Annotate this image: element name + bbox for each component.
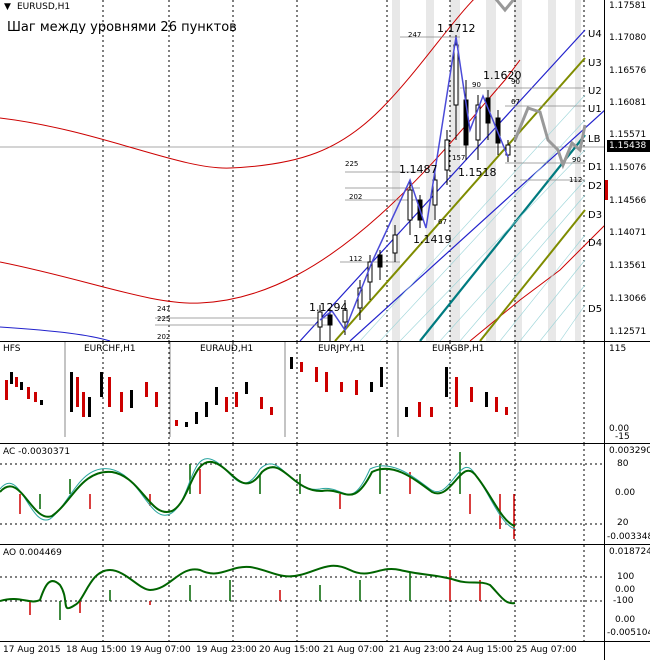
price-tick: 1.15076 bbox=[609, 163, 647, 173]
label-peak-high: 1.1712 bbox=[437, 22, 476, 35]
num-112-left: 112 bbox=[349, 255, 363, 263]
num-67-right: 67 bbox=[511, 98, 520, 106]
mini-charts-panel[interactable]: HFS EURCHF,H1 EURAUD,H1 EURJPY,H1 EURGBP… bbox=[0, 342, 605, 443]
level-lb: LB bbox=[588, 134, 601, 145]
ao-tick: 0.018724 bbox=[609, 547, 650, 557]
time-tick: 24 Aug 15:00 bbox=[452, 645, 513, 655]
label-low-mid: 1.1419 bbox=[413, 233, 452, 246]
mini-title-eurgbp: EURGBP,H1 bbox=[432, 344, 485, 354]
mini-scale-top: 115 bbox=[609, 344, 627, 354]
price-tick: 1.13066 bbox=[609, 294, 647, 304]
ao-tick: 100 bbox=[617, 572, 635, 582]
price-tick: 1.14566 bbox=[609, 196, 647, 206]
ac-tick: 0.00 bbox=[615, 488, 636, 498]
mini-charts-svg bbox=[5, 342, 585, 443]
num-112-right: 112 bbox=[569, 176, 583, 184]
ac-tick: 0.003290 bbox=[609, 446, 650, 456]
price-scale[interactable]: 1.17581 1.17080 1.16576 1.16081 1.15571 … bbox=[605, 0, 650, 341]
time-tick: 25 Aug 07:00 bbox=[516, 645, 577, 655]
ao-panel[interactable]: AO 0.004469 bbox=[0, 545, 605, 641]
red-marker bbox=[605, 180, 608, 200]
ao-tick: -0.005104 bbox=[607, 628, 650, 638]
mini-scale[interactable]: 115 0.00 -15 bbox=[605, 342, 650, 443]
price-tick: 1.12571 bbox=[609, 327, 647, 337]
ao-tick: 0.00 bbox=[615, 585, 636, 595]
ao-scale[interactable]: 0.018724 100 0.00 -100 0.00 -0.005104 bbox=[605, 545, 650, 641]
main-chart-svg bbox=[0, 0, 605, 341]
ac-tick: -0.003348 bbox=[607, 532, 650, 542]
collapse-arrow-icon[interactable]: ▼ bbox=[4, 2, 11, 12]
level-d2: D2 bbox=[588, 181, 603, 192]
mini-title-euraud: EURAUD,H1 bbox=[200, 344, 254, 354]
chart-subtitle: Шаг между уровнями 26 пунктов bbox=[7, 20, 237, 35]
ac-tick: 80 bbox=[617, 459, 629, 469]
mini-scale-bottom2: -15 bbox=[615, 432, 630, 442]
price-tick: 1.17581 bbox=[609, 1, 647, 11]
num-247-left: 247 bbox=[157, 305, 171, 313]
mini-scale-bottom: 0.00 bbox=[609, 424, 630, 434]
label-low-left: 1.1294 bbox=[309, 301, 348, 314]
label-mid-low: 1.1518 bbox=[458, 166, 497, 179]
time-tick: 21 Aug 23:00 bbox=[389, 645, 450, 655]
num-202-mid: 202 bbox=[349, 193, 363, 201]
num-202-left: 202 bbox=[157, 333, 171, 341]
panel-divider[interactable] bbox=[0, 443, 650, 444]
mini-left-label: HFS bbox=[3, 344, 21, 354]
level-u4: U4 bbox=[588, 29, 602, 40]
price-tick: 1.17080 bbox=[609, 33, 647, 43]
price-tick: 1.14071 bbox=[609, 228, 647, 238]
current-price-badge: 1.15438 bbox=[607, 140, 650, 152]
ao-tick: -100 bbox=[613, 596, 634, 606]
panel-divider bbox=[0, 641, 650, 642]
num-90-right: 90 bbox=[511, 78, 520, 86]
num-225-mid: 225 bbox=[345, 160, 359, 168]
ao-svg bbox=[0, 545, 605, 641]
scale-divider bbox=[604, 0, 605, 660]
ac-scale[interactable]: 0.003290 80 0.00 20 -0.003348 bbox=[605, 444, 650, 544]
level-d5: D5 bbox=[588, 304, 603, 315]
level-d3: D3 bbox=[588, 210, 603, 221]
price-tick: 1.16081 bbox=[609, 98, 647, 108]
main-chart-panel[interactable]: ▼ EURUSD,H1 Шаг между уровнями 26 пункто… bbox=[0, 0, 605, 341]
level-u1: U1 bbox=[588, 104, 602, 115]
num-157: 157 bbox=[452, 154, 466, 162]
ao-title: AO 0.004469 bbox=[3, 548, 62, 558]
symbol-title: EURUSD,H1 bbox=[17, 2, 71, 12]
ac-svg bbox=[0, 444, 605, 544]
label-mid-high: 1.1487 bbox=[399, 163, 438, 176]
price-tick: 1.13561 bbox=[609, 261, 647, 271]
time-tick: 21 Aug 07:00 bbox=[323, 645, 384, 655]
level-u2: U2 bbox=[588, 86, 602, 97]
num-90-low: 90 bbox=[572, 156, 581, 164]
num-67-left: 67 bbox=[438, 218, 447, 226]
num-247-top: 247 bbox=[408, 31, 422, 39]
time-axis[interactable]: 17 Aug 2015 18 Aug 15:00 19 Aug 07:00 19… bbox=[0, 642, 650, 660]
time-tick: 19 Aug 23:00 bbox=[196, 645, 257, 655]
panel-divider[interactable] bbox=[0, 341, 650, 342]
num-90-mid: 90 bbox=[472, 81, 481, 89]
level-u3: U3 bbox=[588, 58, 602, 69]
level-d4: D4 bbox=[588, 238, 603, 249]
mini-title-eurjpy: EURJPY,H1 bbox=[318, 344, 366, 354]
label-second-high: 1.1620 bbox=[483, 69, 522, 82]
ao-tick: 0.00 bbox=[615, 615, 636, 625]
level-d1: D1 bbox=[588, 162, 603, 173]
time-tick: 19 Aug 07:00 bbox=[130, 645, 191, 655]
time-tick: 20 Aug 15:00 bbox=[259, 645, 320, 655]
ac-panel[interactable]: AC -0.0030371 bbox=[0, 444, 605, 544]
num-225-left: 225 bbox=[157, 315, 171, 323]
ac-tick: 20 bbox=[617, 518, 629, 528]
time-tick: 18 Aug 15:00 bbox=[66, 645, 127, 655]
panel-divider[interactable] bbox=[0, 544, 650, 545]
price-tick: 1.16576 bbox=[609, 66, 647, 76]
price-tick: 1.15571 bbox=[609, 130, 647, 140]
time-tick: 17 Aug 2015 bbox=[3, 645, 61, 655]
ac-title: AC -0.0030371 bbox=[3, 447, 71, 457]
mini-title-eurchf: EURCHF,H1 bbox=[84, 344, 136, 354]
